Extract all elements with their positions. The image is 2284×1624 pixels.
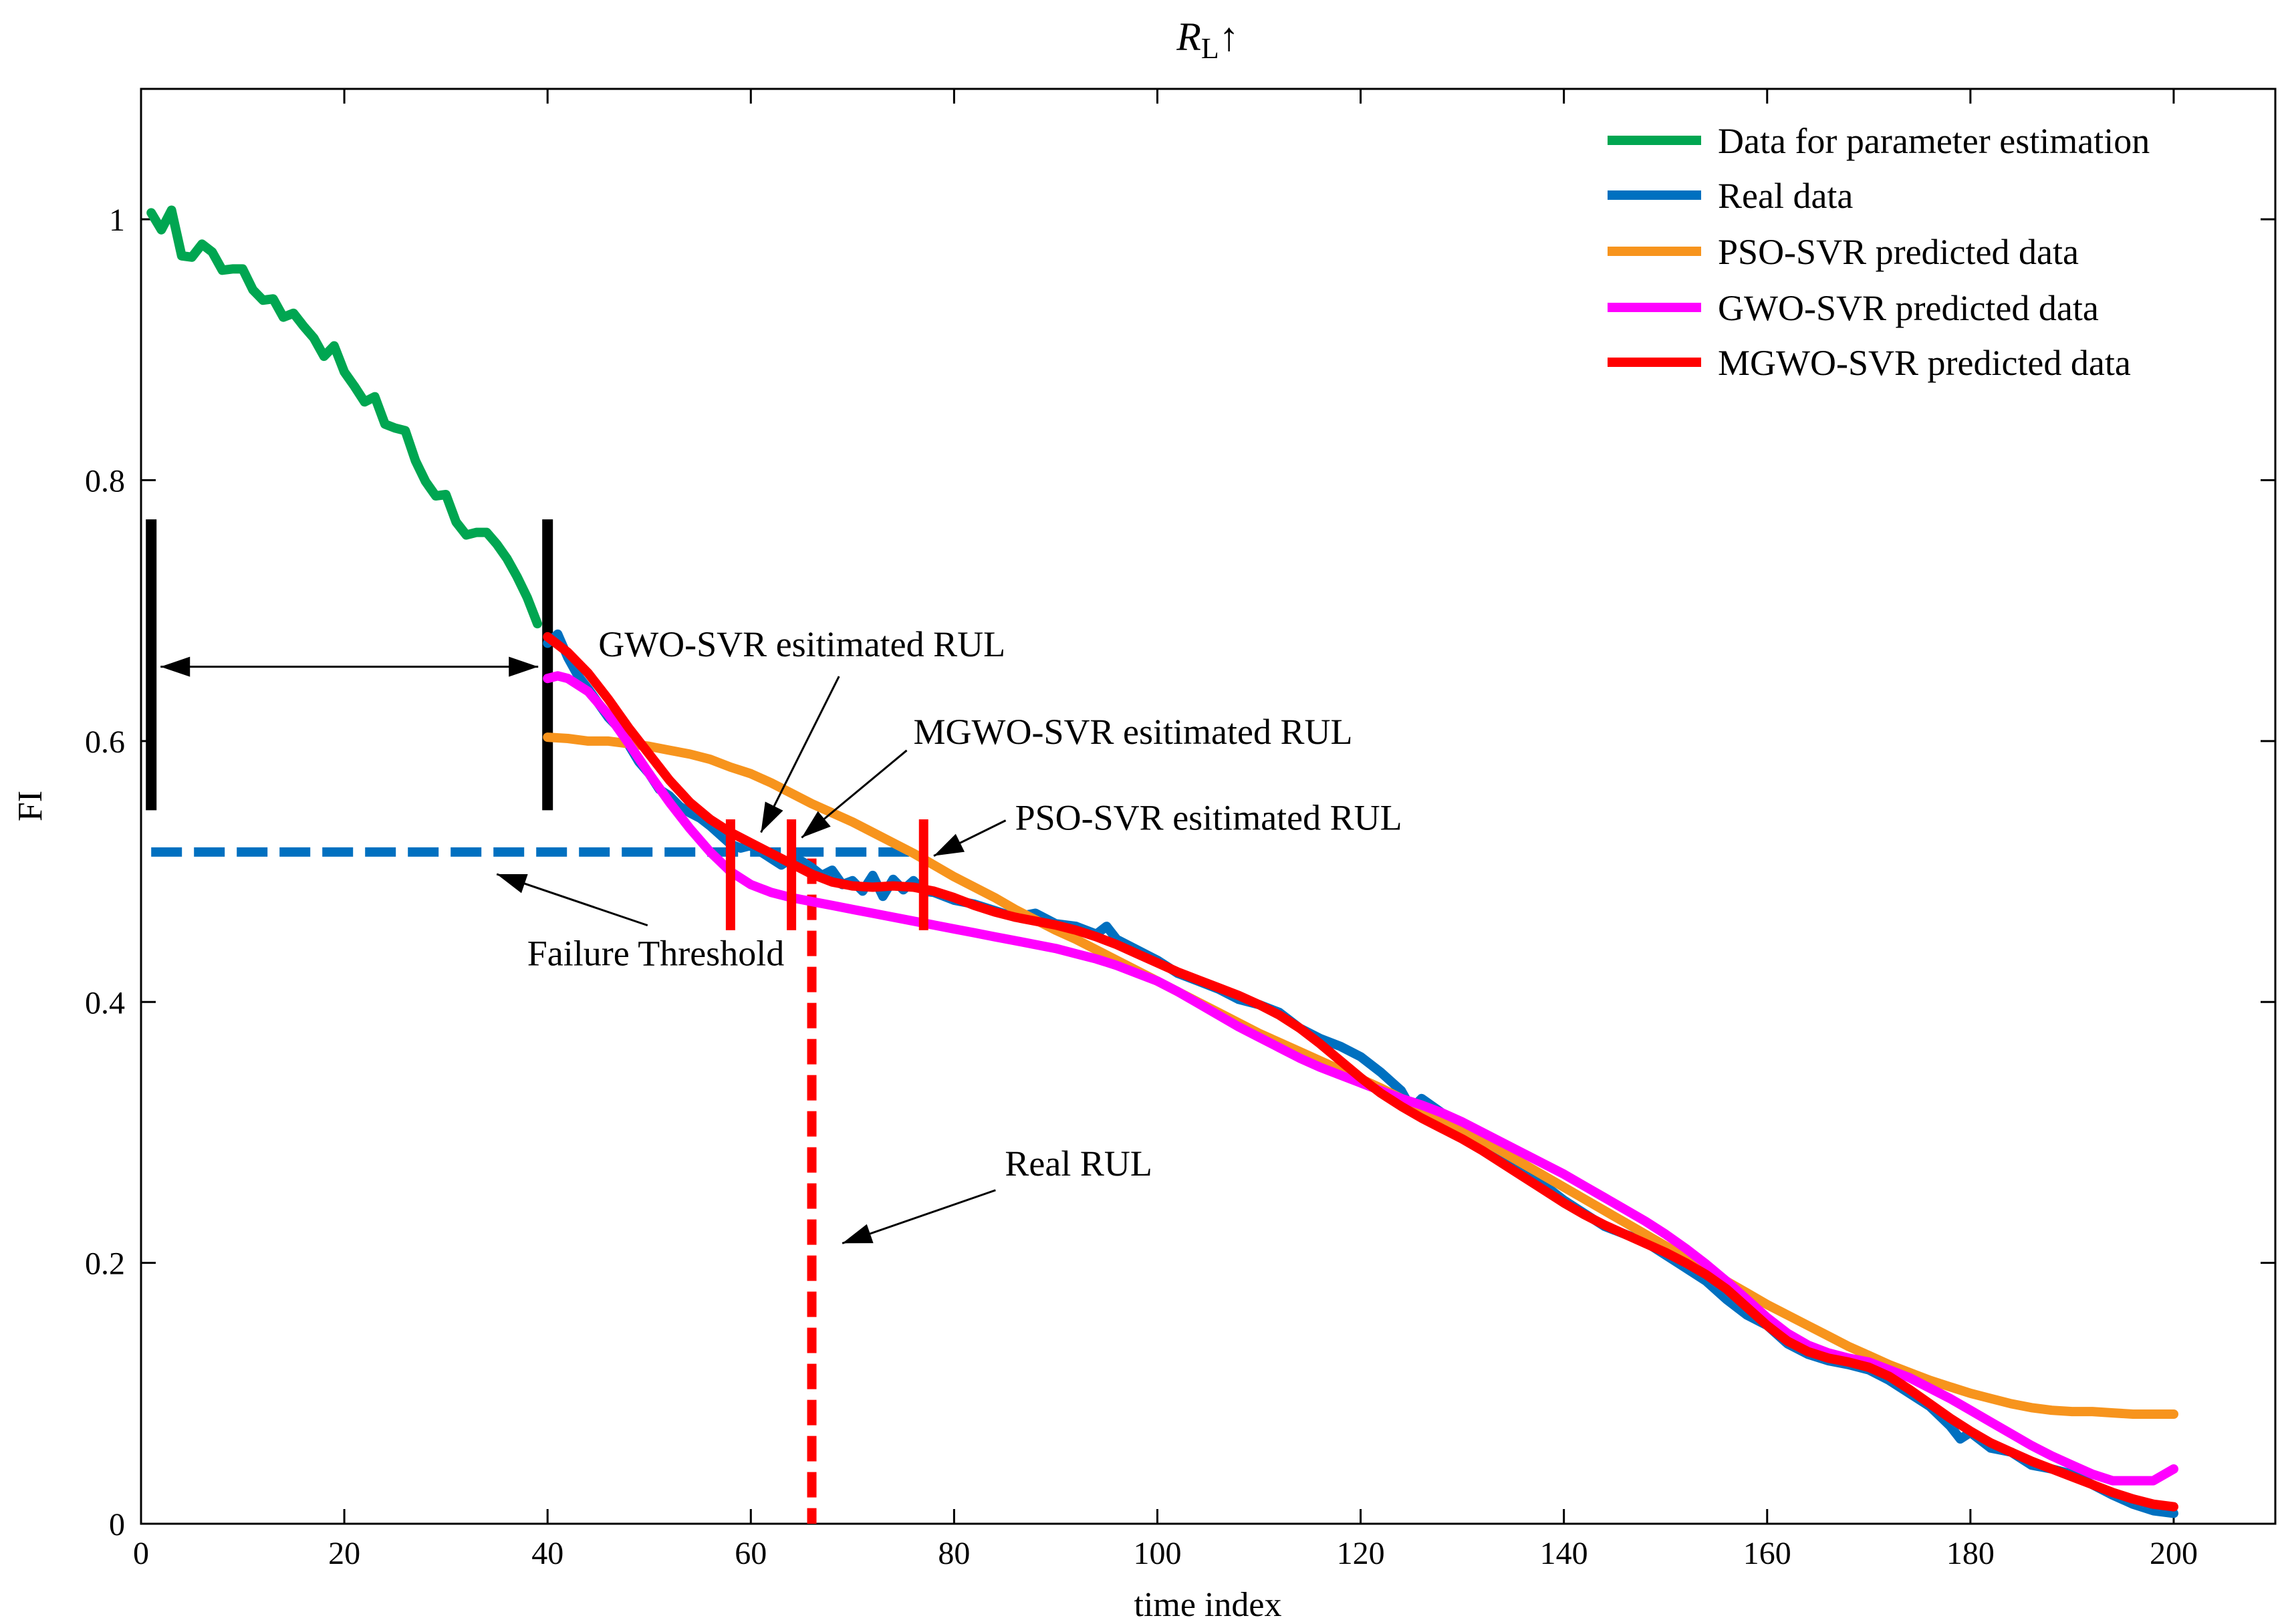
legend-label-mgwo-svr: MGWO-SVR predicted data bbox=[1718, 343, 2131, 383]
y-tick-label: 0.6 bbox=[85, 724, 125, 760]
x-tick-label: 180 bbox=[1946, 1536, 1995, 1571]
annotation-arrow-gwo-svr-esitimated-rul bbox=[760, 676, 840, 833]
legend-item-real-data: Real data bbox=[1608, 176, 1853, 216]
title-suffix: ↑ bbox=[1219, 15, 1239, 59]
series-line-mgwo-svr-predicted-data bbox=[543, 632, 2178, 1512]
legend-item-parameter-estimation: Data for parameter estimation bbox=[1608, 121, 2150, 161]
x-axis-label: time index bbox=[1134, 1586, 1282, 1624]
x-tick-label: 200 bbox=[2150, 1536, 2198, 1571]
y-tick-label: 0.4 bbox=[85, 985, 125, 1021]
annotation-label-pso-svr-esitimated-rul: PSO-SVR esitimated RUL bbox=[1015, 798, 1402, 838]
y-axis-ticks: 0 0.2 0.4 0.6 0.8 1 bbox=[85, 202, 2275, 1542]
annotation-label-gwo-svr-esitimated-rul: GWO-SVR esitimated RUL bbox=[598, 624, 1005, 664]
x-tick-label: 140 bbox=[1540, 1536, 1588, 1571]
legend-label-pso-svr: PSO-SVR predicted data bbox=[1718, 232, 2079, 272]
y-axis-label: FI bbox=[11, 791, 49, 821]
annotation-label-mgwo-svr-esitimated-rul: MGWO-SVR esitimated RUL bbox=[914, 712, 1353, 752]
y-tick-label: 0.8 bbox=[85, 464, 125, 499]
legend-item-gwo-svr: GWO-SVR predicted data bbox=[1608, 288, 2099, 328]
title-subscript: L bbox=[1201, 32, 1219, 65]
annotation-arrow-pso-svr-esitimated-rul bbox=[933, 819, 1007, 857]
annotations-layer: GWO-SVR esitimated RUL MGWO-SVR esitimate… bbox=[496, 624, 1402, 1244]
x-tick-label: 40 bbox=[531, 1536, 563, 1571]
legend-label-parameter-estimation: Data for parameter estimation bbox=[1718, 121, 2150, 161]
legend-label-real-data: Real data bbox=[1718, 176, 1853, 216]
x-axis-ticks: 0 20 40 60 80 100 120 140 160 180 200 bbox=[133, 89, 2198, 1571]
plot-area bbox=[140, 88, 2277, 1525]
annotation-label-real-rul: Real RUL bbox=[1005, 1143, 1152, 1184]
legend-item-pso-svr: PSO-SVR predicted data bbox=[1608, 232, 2079, 272]
title-symbol: R bbox=[1176, 15, 1201, 59]
y-tick-label: 1 bbox=[109, 202, 125, 238]
annotation-label-failure-threshold: Failure Threshold bbox=[527, 934, 784, 974]
x-tick-label: 120 bbox=[1337, 1536, 1385, 1571]
x-tick-label: 60 bbox=[735, 1536, 767, 1571]
x-tick-label: 160 bbox=[1743, 1536, 1791, 1571]
legend-label-gwo-svr: GWO-SVR predicted data bbox=[1718, 288, 2099, 328]
annotation-arrow-mgwo-svr-esitimated-rul bbox=[801, 749, 908, 839]
legend-item-mgwo-svr: MGWO-SVR predicted data bbox=[1608, 343, 2131, 383]
series-line-data-for-parameter-estimation bbox=[146, 205, 542, 629]
chart-title: RL↑ bbox=[1176, 15, 1239, 65]
y-tick-label: 0.2 bbox=[85, 1246, 125, 1282]
x-tick-label: 0 bbox=[133, 1536, 149, 1571]
x-tick-label: 20 bbox=[328, 1536, 360, 1571]
series-layer bbox=[146, 205, 2178, 1518]
x-tick-label: 80 bbox=[938, 1536, 970, 1571]
x-tick-label: 100 bbox=[1133, 1536, 1181, 1571]
annotation-arrow-real-rul bbox=[842, 1189, 996, 1244]
y-tick-label: 0 bbox=[109, 1507, 125, 1542]
annotation-arrow-failure-threshold bbox=[496, 873, 648, 927]
series-line-gwo-svr-predicted-data bbox=[543, 671, 2178, 1486]
legend: Data for parameter estimation Real data … bbox=[1608, 121, 2150, 383]
